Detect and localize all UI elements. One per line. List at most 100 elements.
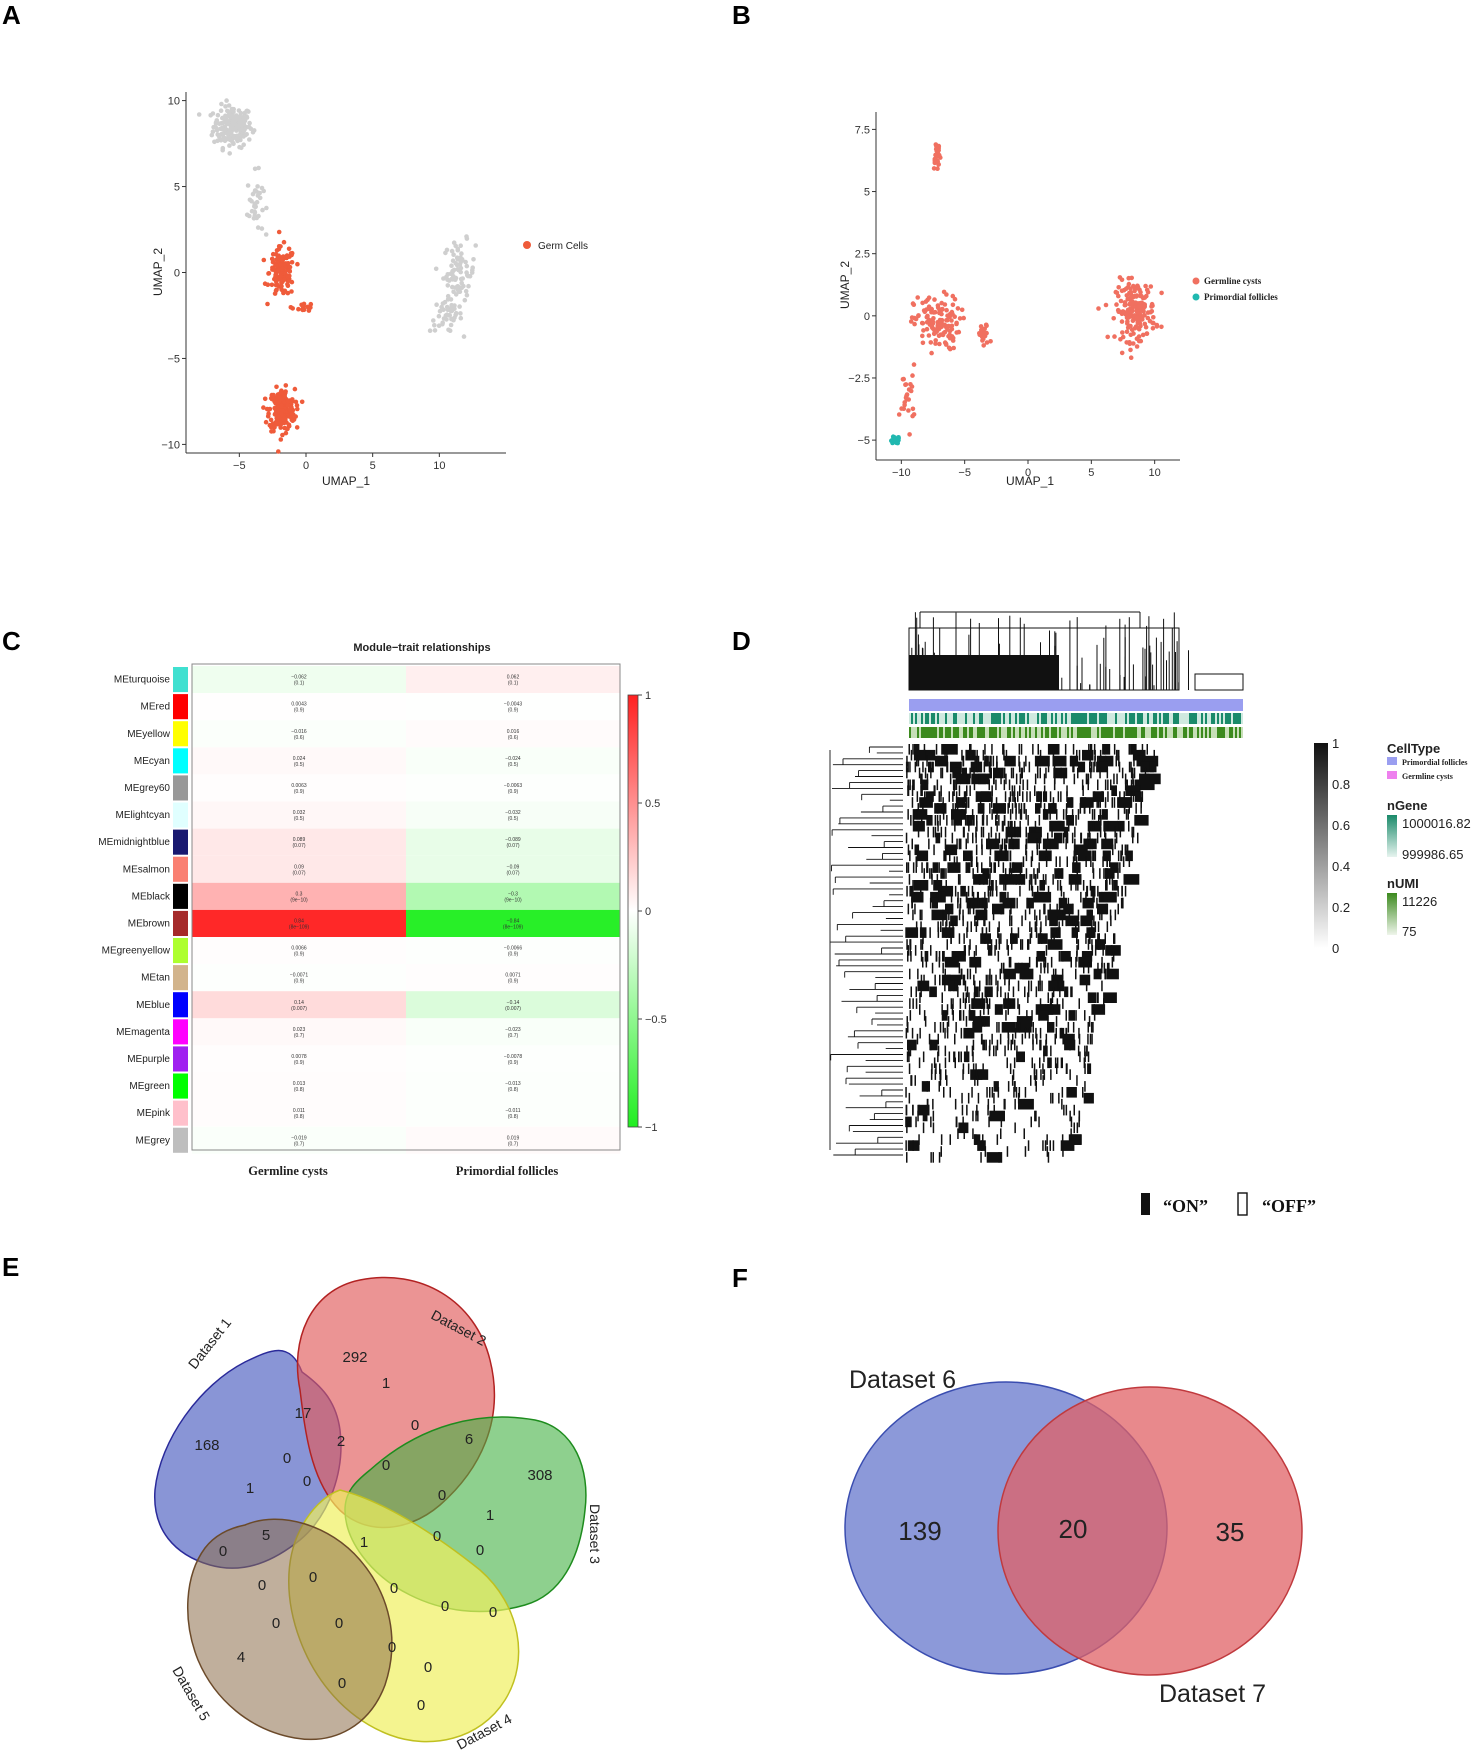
point-1-0-119 — [287, 268, 292, 273]
on-cell-25-50 — [1101, 891, 1103, 903]
on-cell-17-49 — [1025, 844, 1027, 856]
point-0-3-8 — [910, 406, 916, 412]
col-dendro-dense — [909, 655, 1059, 690]
on-cell-30-15 — [1097, 921, 1100, 932]
on-cell-14-51 — [944, 826, 947, 838]
ngene-stripe-115 — [1139, 713, 1141, 724]
point-0-1-8 — [936, 333, 942, 339]
on-cell-0-49 — [923, 744, 926, 755]
on-cell-12-51 — [1072, 815, 1074, 826]
point-0-4-24 — [1143, 283, 1148, 289]
numi-stripe-131 — [1171, 727, 1173, 738]
on-cell-28-52 — [1099, 909, 1101, 921]
on-cell-5-32 — [1146, 773, 1161, 785]
venn-e-count-28: 0 — [388, 1639, 396, 1656]
on-cell-7-23 — [1066, 785, 1068, 796]
on-cell-17-23 — [1121, 844, 1123, 856]
on-cell-13-46 — [1050, 820, 1062, 832]
on-cell-31-26 — [1035, 927, 1038, 938]
ngene-stripe-101 — [1111, 713, 1113, 724]
on-cell-19-46 — [1059, 856, 1061, 867]
module-swatch-5 — [173, 802, 188, 828]
on-cell-8-41 — [1132, 791, 1135, 802]
on-cell-59-36 — [1052, 1092, 1054, 1104]
on-cell-6-26 — [1008, 779, 1011, 791]
on-cell-12-55 — [973, 815, 975, 826]
on-cell-32-51 — [1029, 933, 1032, 944]
on-cell-4-11 — [940, 767, 942, 779]
on-cell-30-59 — [1091, 921, 1093, 932]
point-1-0-92 — [284, 253, 290, 258]
on-cell-29-1 — [950, 915, 958, 927]
on-cell-27-36 — [1010, 903, 1012, 915]
on-cell-69-52 — [932, 1152, 934, 1163]
module-label-4: MEgrey60 — [124, 783, 170, 794]
on-cell-55-28 — [978, 1069, 989, 1080]
on-cell-33-58 — [998, 939, 1001, 950]
on-cell-6-18 — [952, 779, 955, 791]
venn-e-count-5: 17 — [295, 1405, 312, 1422]
on-cell-20-57 — [938, 862, 940, 873]
venn-e-count-25: 0 — [489, 1604, 497, 1621]
on-cell-57-52 — [921, 1081, 930, 1092]
on-cell-5-58 — [949, 773, 952, 785]
on-cell-51-13 — [971, 1045, 974, 1057]
on-cell-28-42 — [1024, 909, 1027, 921]
on-cell-63-56 — [1038, 1116, 1040, 1128]
on-cell-24-38 — [996, 885, 998, 897]
on-cell-41-40 — [1066, 986, 1069, 998]
on-cell-53-11 — [944, 1057, 947, 1069]
on-cell-20-55 — [1072, 862, 1081, 873]
ngene-stripe-86 — [1081, 713, 1083, 724]
on-cell-60-48 — [954, 1098, 957, 1110]
on-cell-52-40 — [1079, 1051, 1081, 1063]
on-cell-8-21 — [1060, 791, 1062, 802]
on-cell-25-14 — [1007, 891, 1009, 903]
on-cell-11-16 — [971, 809, 974, 820]
on-cell-29-18 — [962, 915, 964, 927]
point-0-1-18 — [249, 198, 254, 204]
on-cell-6-47 — [973, 779, 976, 791]
on-cell-16-37 — [1065, 838, 1067, 850]
on-cell-8-45 — [1093, 791, 1096, 802]
numi-stripe-148 — [1205, 727, 1207, 738]
on-cell-5-40 — [1063, 773, 1065, 785]
numi-stripe-85 — [1079, 727, 1081, 738]
on-cell-9-54 — [967, 797, 970, 808]
on-cell-11-18 — [1077, 809, 1080, 820]
point-0-1-71 — [956, 329, 962, 335]
numi-stripe-73 — [1055, 727, 1057, 738]
on-cell-26-5 — [1082, 897, 1094, 909]
on-cell-5-34 — [966, 773, 968, 785]
on-cell-10-16 — [922, 803, 924, 814]
on-cell-30-57 — [1106, 921, 1109, 932]
on-cell-50-43 — [1014, 1039, 1016, 1051]
on-cell-45-40 — [952, 1010, 954, 1021]
on-cell-36-12 — [1044, 956, 1047, 968]
on-cell-23-5 — [1105, 880, 1107, 891]
ngene-stripe-91 — [1091, 713, 1093, 724]
on-cell-53-20 — [1054, 1057, 1057, 1069]
on-cell-22-54 — [959, 874, 961, 885]
heat-cell-value-17-1: 0.019 — [507, 1135, 520, 1141]
on-cell-8-37 — [1101, 791, 1103, 802]
point-0-1-90 — [950, 293, 956, 299]
on-cell-12-57 — [966, 815, 968, 826]
point-1-2-169 — [278, 437, 284, 442]
on-cell-68-26 — [984, 1146, 987, 1157]
numi-stripe-92 — [1093, 727, 1095, 738]
point-0-4-101 — [1124, 315, 1130, 321]
on-cell-35-47 — [1058, 951, 1061, 962]
on-cell-20-34 — [907, 862, 910, 873]
on-cell-17-59 — [1004, 844, 1006, 856]
point-0-2-75 — [464, 270, 469, 275]
point-0-4-53 — [1103, 302, 1109, 308]
on-cell-47-58 — [1072, 1022, 1075, 1033]
point-0-0-101 — [231, 109, 236, 115]
on-cell-49-10 — [1089, 1033, 1092, 1045]
on-cell-53-44 — [1060, 1057, 1063, 1069]
on-cell-52-33 — [937, 1051, 939, 1063]
on-cell-21-36 — [940, 868, 945, 879]
on-cell-42-13 — [919, 992, 921, 1003]
on-cell-51-56 — [1086, 1045, 1088, 1057]
